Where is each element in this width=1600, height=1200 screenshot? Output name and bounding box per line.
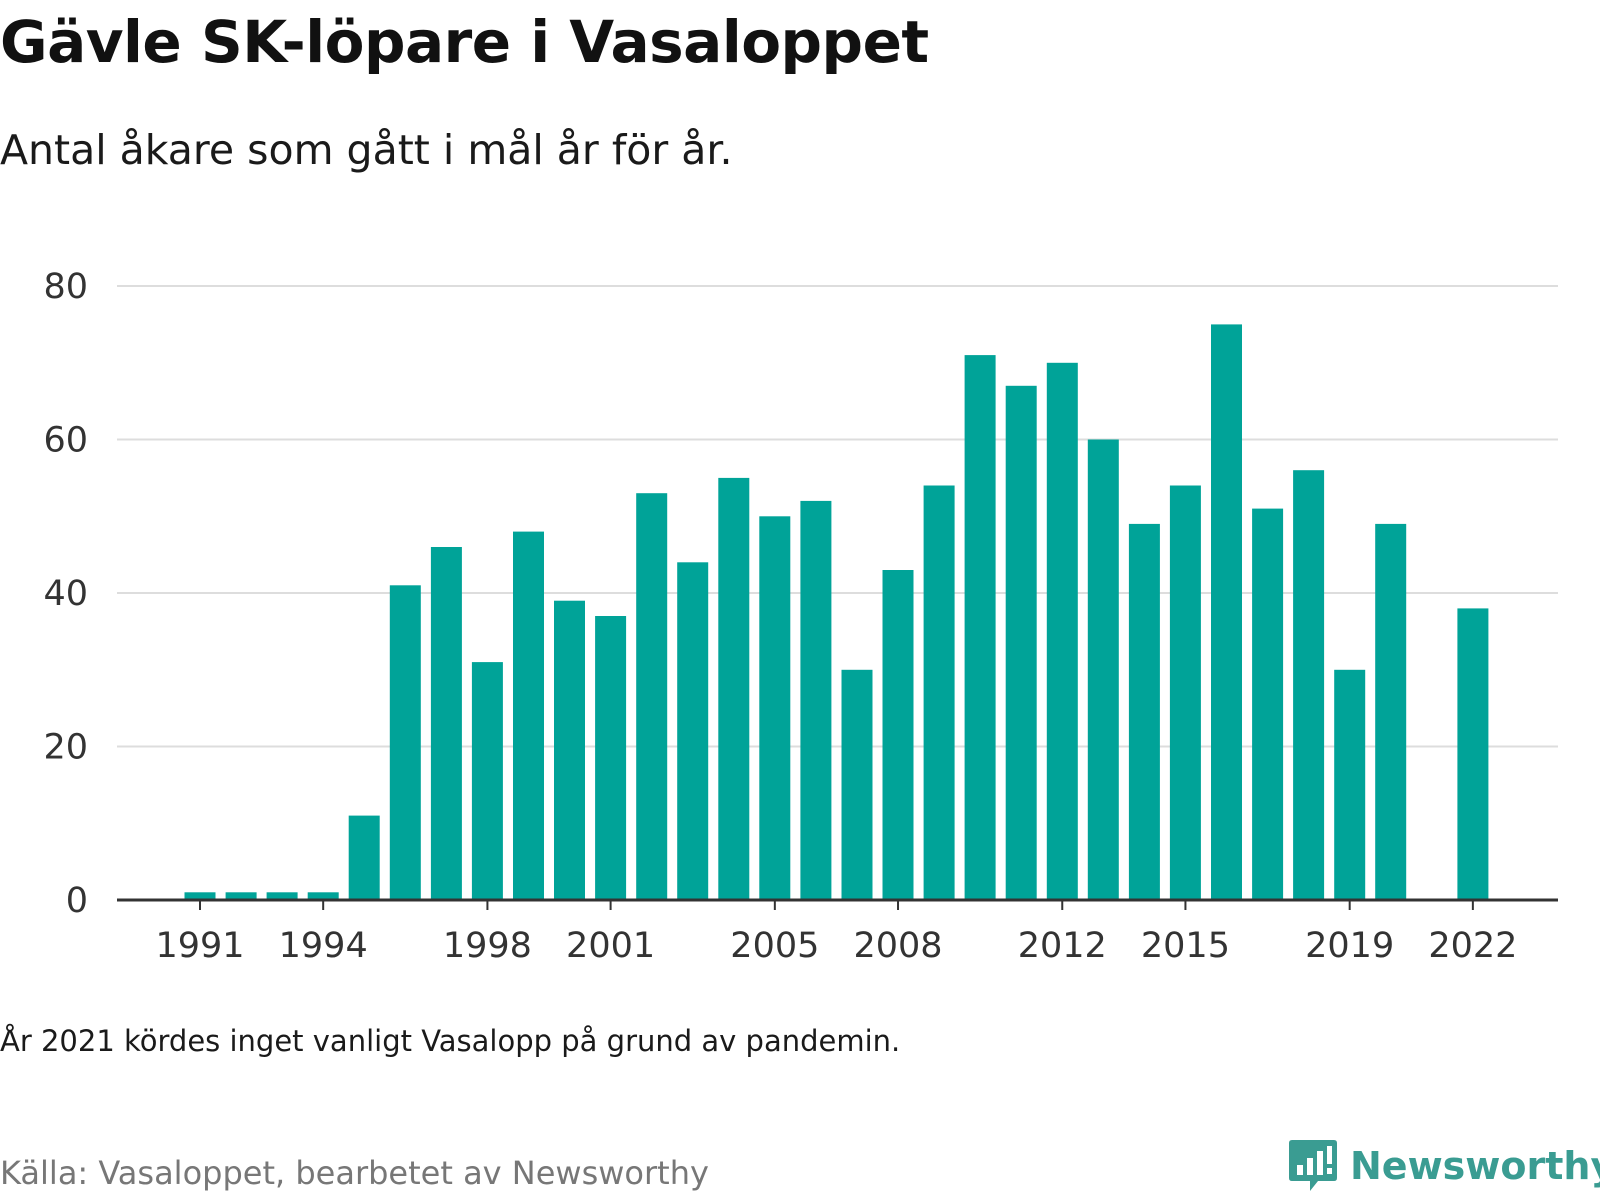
y-tick-label: 0	[66, 881, 88, 921]
bar-1998	[471, 662, 503, 900]
bar-2002	[636, 493, 668, 900]
chart-note: År 2021 kördes inget vanligt Vasalopp på…	[0, 1024, 901, 1058]
bar-chart: 0 20 40 60 80 1991 1994 1998 2001 2005 2008 2012 20…	[43, 267, 1558, 966]
bar-2009	[923, 485, 955, 900]
bar-2016	[1211, 324, 1242, 900]
x-tick-label: 1991	[155, 926, 244, 966]
bar-2006	[800, 500, 832, 900]
x-tick-label: 1998	[443, 926, 532, 966]
bar-2008	[882, 570, 914, 900]
chart-subtitle: Antal åkare som gått i mål år för år.	[0, 126, 733, 174]
bar-2014	[1128, 523, 1160, 900]
x-tick-label: 1994	[279, 926, 368, 966]
newsworthy-logo-icon	[1289, 1140, 1337, 1191]
bar-2019	[1334, 669, 1366, 901]
source-text: Källa: Vasaloppet, bearbetet av Newswort…	[0, 1154, 709, 1192]
bar-2003	[677, 562, 709, 900]
bar-1994	[307, 892, 339, 900]
bar-1991	[184, 892, 216, 900]
bar-2005	[759, 516, 791, 901]
bars	[184, 324, 1489, 901]
bar-2022	[1457, 608, 1489, 900]
y-tick-label: 40	[43, 574, 88, 614]
bar-2013	[1087, 439, 1119, 900]
y-tick-label: 60	[43, 421, 88, 461]
bar-2010	[964, 355, 996, 901]
x-tick-label: 2001	[566, 926, 655, 966]
x-axis: 1991 1994 1998 2001 2005 2008 2012 2015 2019 2022	[117, 898, 1558, 966]
newsworthy-logo[interactable]: Newsworthy	[1288, 1138, 1600, 1194]
bar-2004	[718, 477, 750, 900]
bar-2001	[595, 616, 627, 900]
chart-title: Gävle SK-löpare i Vasaloppet	[0, 8, 929, 76]
y-tick-label: 80	[43, 267, 88, 307]
bar-2011	[1005, 385, 1037, 900]
newsworthy-logo-text: Newsworthy	[1350, 1144, 1600, 1188]
bar-2020	[1375, 523, 1407, 900]
x-tick-label: 2012	[1018, 926, 1107, 966]
bar-2017	[1252, 508, 1284, 900]
bar-1995	[348, 815, 380, 900]
bar-1999	[513, 531, 544, 900]
bar-2012	[1046, 362, 1078, 901]
bar-1992	[225, 892, 257, 900]
bar-2015	[1169, 485, 1201, 900]
x-tick-label: 2022	[1428, 926, 1517, 966]
x-tick-label: 2019	[1305, 926, 1394, 966]
bar-2018	[1293, 470, 1325, 900]
y-tick-label: 20	[43, 728, 88, 768]
bar-2007	[841, 669, 873, 901]
x-tick-label: 2015	[1141, 926, 1230, 966]
y-axis-ticks: 0 20 40 60 80	[43, 267, 88, 921]
bar-1996	[389, 585, 421, 900]
bar-1993	[266, 892, 298, 900]
x-tick-label: 2008	[853, 926, 942, 966]
x-tick-label: 2005	[730, 926, 819, 966]
bar-1997	[430, 547, 462, 900]
bar-2000	[554, 600, 585, 900]
